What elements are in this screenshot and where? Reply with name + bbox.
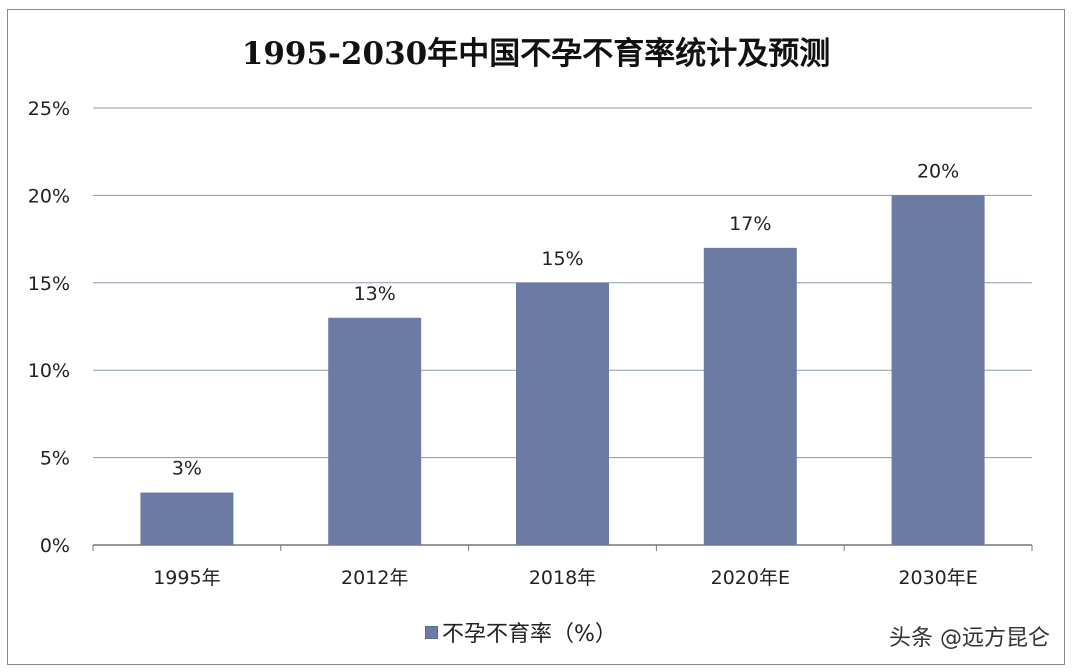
y-tick-label: 5%: [40, 448, 70, 470]
bar: [328, 317, 422, 545]
bar: [516, 282, 609, 545]
y-tick-label: 0%: [40, 535, 70, 557]
y-tick-label: 10%: [28, 360, 70, 382]
data-label: 13%: [354, 283, 396, 305]
y-tick-label: 25%: [28, 98, 70, 120]
chart-title: 1995-2030年中国不孕不育率统计及预测: [241, 36, 831, 72]
watermark: 头条 @远方昆仑: [889, 626, 1050, 651]
x-tick-label: 2020年E: [711, 567, 790, 589]
data-label: 3%: [172, 458, 202, 480]
x-tick-label: 2030年E: [898, 567, 977, 589]
x-tick-label: 2012年: [341, 567, 408, 589]
legend-label: 不孕不育率（%）: [442, 622, 617, 647]
legend-swatch: [425, 625, 438, 639]
bar: [703, 247, 797, 545]
y-tick-label: 20%: [28, 185, 70, 207]
legend: 不孕不育率（%）: [425, 616, 617, 648]
x-tick-label: 1995年: [153, 567, 220, 589]
x-tick-label: 2018年: [529, 567, 596, 589]
y-tick-label: 15%: [28, 273, 70, 295]
bar: [891, 195, 985, 545]
data-label: 15%: [541, 248, 583, 270]
bar: [140, 492, 234, 545]
data-label: 17%: [729, 213, 771, 235]
data-label: 20%: [917, 160, 959, 182]
